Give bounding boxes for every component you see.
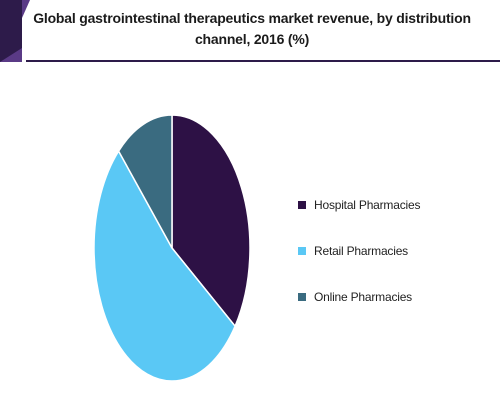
- chart-legend: Hospital Pharmacies Retail Pharmacies Onli…: [298, 196, 498, 334]
- pie-slice-hospital-pharmacies: [171, 114, 251, 328]
- legend-item-online-pharmacies: Online Pharmacies: [298, 288, 498, 306]
- legend-item-hospital-pharmacies: Hospital Pharmacies: [298, 196, 498, 214]
- chart-title: Global gastrointestinal therapeutics mar…: [33, 10, 471, 47]
- legend-swatch: [298, 201, 306, 209]
- header-rule: [26, 60, 500, 62]
- legend-label: Hospital Pharmacies: [314, 198, 421, 212]
- legend-label: Online Pharmacies: [314, 290, 412, 304]
- pie-slice-online-pharmacies: [117, 114, 173, 249]
- brand-logo-icon: [0, 0, 30, 62]
- chart-header: Global gastrointestinal therapeutics mar…: [0, 0, 503, 64]
- legend-swatch: [298, 247, 306, 255]
- pie-slice-retail-pharmacies: [93, 149, 236, 382]
- legend-item-retail-pharmacies: Retail Pharmacies: [298, 242, 498, 260]
- legend-label: Retail Pharmacies: [314, 244, 408, 258]
- legend-swatch: [298, 293, 306, 301]
